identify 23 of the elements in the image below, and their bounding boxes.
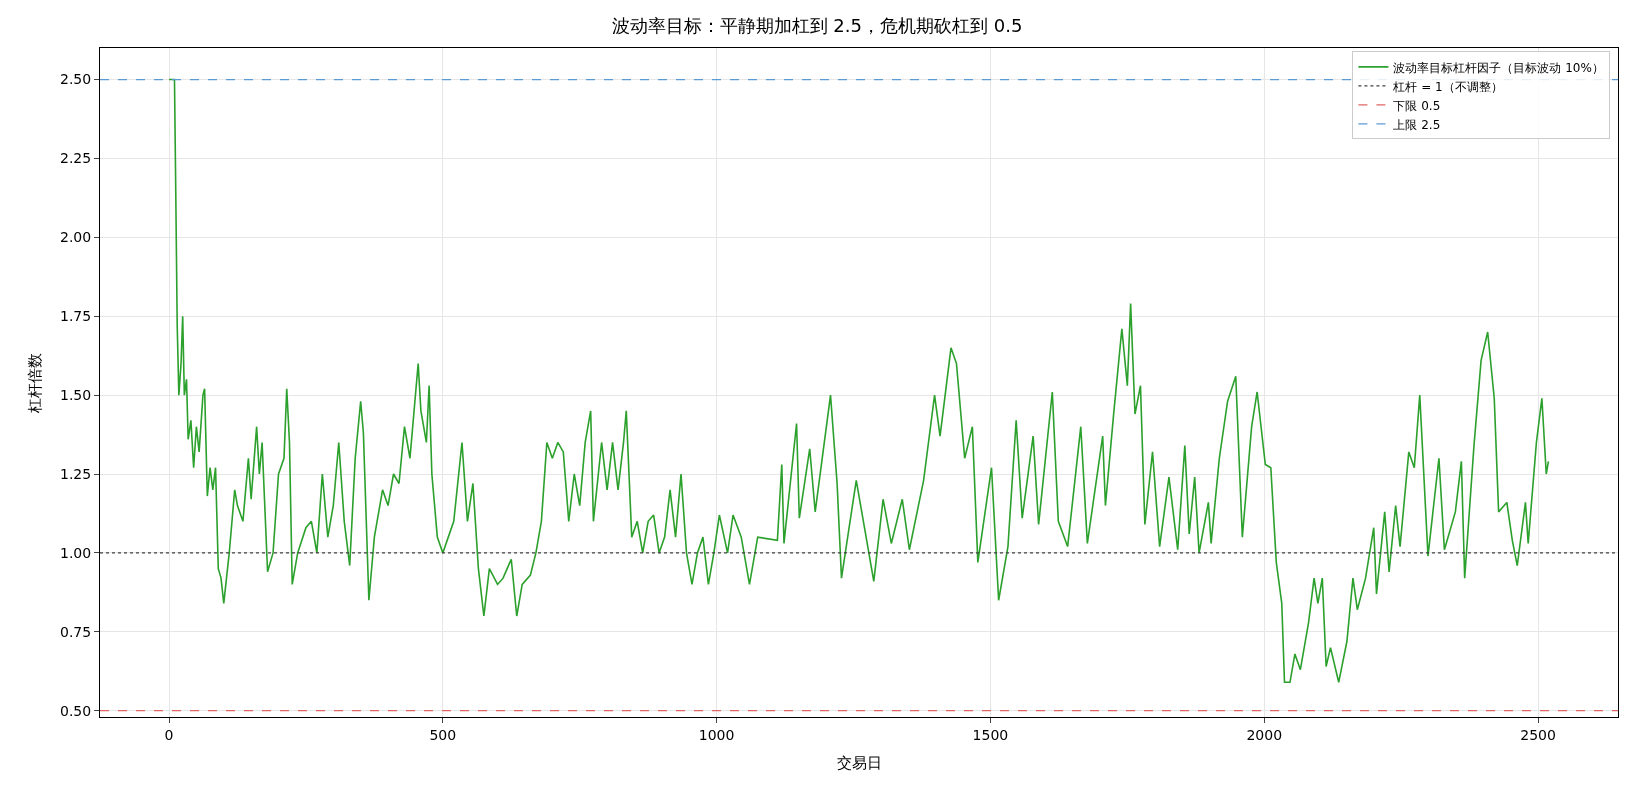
line-series (168, 78, 1550, 684)
y-tick-label: 2.50 (60, 71, 92, 88)
x-tick-label: 0 (164, 726, 174, 743)
y-tick-label: 2.00 (60, 229, 92, 246)
chart-title: 波动率目标：平静期加杠到 2.5，危机期砍杠到 0.5 (611, 15, 1023, 37)
x-tick-label: 1000 (698, 726, 735, 743)
x-tick-label: 2500 (1520, 726, 1556, 743)
legend-label: 下限 0.5 (1393, 98, 1441, 113)
x-axis-title: 交易日 (836, 753, 882, 772)
legend-label: 上限 2.5 (1393, 117, 1441, 132)
x-tick-label: 1500 (972, 726, 1009, 743)
y-tick-label: 2.25 (60, 150, 92, 167)
y-tick-label: 0.50 (60, 702, 92, 719)
legend-label: 波动率目标杠杆因子（目标波动 10%） (1393, 60, 1604, 75)
y-tick-label: 1.75 (60, 308, 92, 325)
y-tick-label: 1.00 (60, 544, 92, 561)
legend-label: 杠杆 = 1（不调整） (1392, 79, 1503, 94)
y-tick-label: 1.50 (60, 387, 92, 404)
y-axis-title: 杠杆倍数 (26, 352, 45, 414)
x-tick-label: 500 (429, 726, 457, 743)
y-tick-label: 0.75 (60, 623, 92, 640)
x-tick-label: 2000 (1246, 726, 1283, 743)
y-tick-label: 1.25 (60, 465, 92, 482)
